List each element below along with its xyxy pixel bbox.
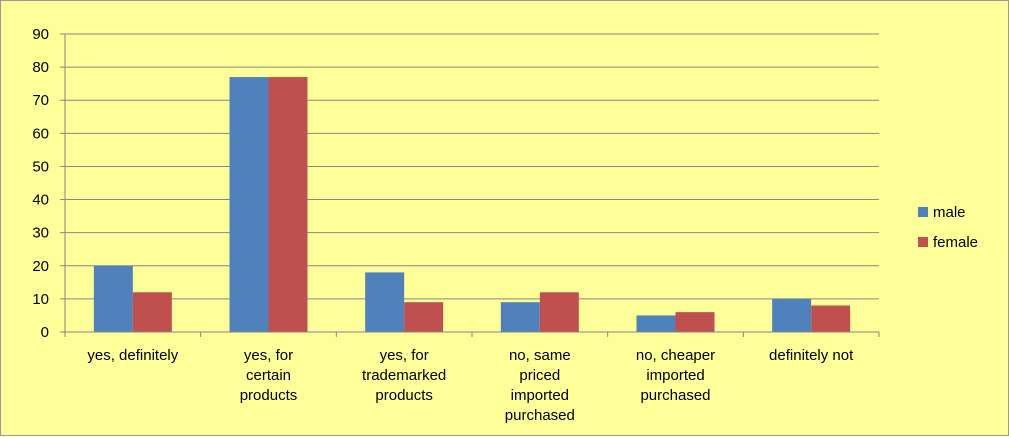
category-label-line: imported xyxy=(511,387,569,404)
category-label-line: yes, for xyxy=(380,347,429,364)
bar-female xyxy=(539,292,579,332)
bar-male xyxy=(772,298,812,332)
y-tick-label: 90 xyxy=(32,26,49,43)
category-label-line: definitely not xyxy=(769,347,854,364)
y-tick-label: 50 xyxy=(32,158,49,175)
bar-male xyxy=(636,315,676,332)
category-label-line: yes, definitely xyxy=(87,347,178,364)
category-label-line: priced xyxy=(519,367,560,384)
y-tick-label: 30 xyxy=(32,225,49,242)
category-label-line: yes, for xyxy=(244,347,293,364)
category-label: no, same priced imported purchased xyxy=(505,347,575,424)
category-label-line: imported xyxy=(646,367,704,384)
bar-male xyxy=(500,302,540,332)
bars xyxy=(93,77,851,333)
category-label: yes, for trademarked products xyxy=(362,347,446,404)
category-label: yes, definitely xyxy=(87,347,178,364)
legend-label-female: female xyxy=(933,234,978,251)
bar-male xyxy=(365,272,405,332)
y-tick-label: 40 xyxy=(32,192,49,209)
category-labels: yes, definitely yes, for certain productsye… xyxy=(87,347,854,424)
category-label: yes, for certain products xyxy=(240,347,298,404)
y-tick-label: 0 xyxy=(41,324,49,341)
category-label-line: trademarked xyxy=(362,367,446,384)
category-label-line: purchased xyxy=(640,387,710,404)
legend-label-male: male xyxy=(933,204,966,221)
category-label-line: no, cheaper xyxy=(636,347,715,364)
gridlines xyxy=(65,33,879,300)
y-tick-label: 60 xyxy=(32,125,49,142)
bar-female xyxy=(132,292,172,332)
category-label-line: products xyxy=(240,387,298,404)
legend: male female xyxy=(918,204,978,251)
bar-male xyxy=(229,77,269,333)
bar-female xyxy=(268,77,308,333)
y-axis-ticks: 0 10 20 30 40 50 60 70 80 90 xyxy=(32,26,65,341)
legend-swatch-female xyxy=(918,237,928,247)
category-label: definitely not xyxy=(769,347,854,364)
y-tick-label: 20 xyxy=(32,258,49,275)
y-tick-label: 10 xyxy=(32,291,49,308)
category-label-line: no, same xyxy=(509,347,571,364)
bar-female xyxy=(811,305,851,332)
y-tick-label: 70 xyxy=(32,92,49,109)
bar-male xyxy=(93,265,133,332)
category-label: no, cheaper imported purchased xyxy=(636,347,715,404)
bar-female xyxy=(404,302,444,332)
axes xyxy=(64,34,880,337)
category-label-line: products xyxy=(375,387,433,404)
bar-female xyxy=(675,312,715,332)
category-label-line: purchased xyxy=(505,407,575,424)
legend-swatch-male xyxy=(918,207,928,217)
y-tick-label: 80 xyxy=(32,59,49,76)
category-label-line: certain xyxy=(246,367,291,384)
